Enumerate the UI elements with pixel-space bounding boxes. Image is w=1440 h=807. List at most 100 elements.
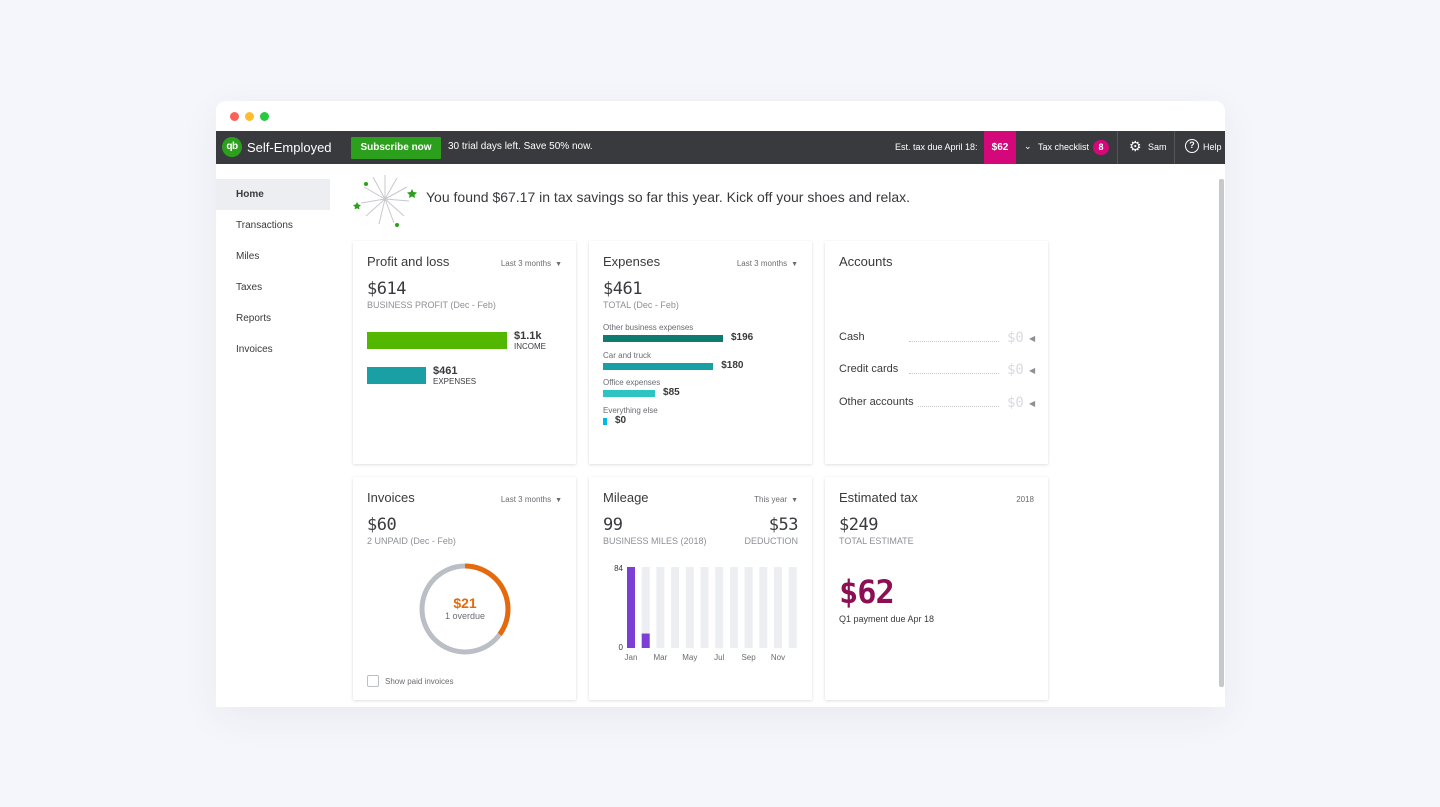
accounts-card[interactable]: Accounts Cash $0 ◀ Credit cards $0 ◀ Oth… [825,241,1048,464]
business-miles-caption: BUSINESS MILES (2018) [603,536,707,546]
help-label: Help [1203,142,1222,152]
dotted-leader [909,406,999,407]
subscribe-now-button[interactable]: Subscribe now [351,137,441,159]
maximize-window-button[interactable] [260,112,269,121]
account-row-cash[interactable]: Cash $0 ◀ [839,330,1036,347]
mileage-card[interactable]: Mileage This year ▼ 99 BUSINESS MILES (20… [589,477,812,700]
month-track-bar [656,567,665,648]
sidebar-nav: Home Transactions Miles Taxes Reports In… [216,179,330,365]
account-name: Other accounts [839,396,918,408]
card-title: Invoices [367,490,415,505]
page-scrollbar[interactable] [1219,179,1224,687]
app-window: qb Self-Employed Subscribe now 30 trial … [216,101,1225,707]
x-tick-label: Mar [654,653,668,662]
month-track-bar [641,567,650,648]
expenses-card[interactable]: Expenses Last 3 months ▼ $461 TOTAL (Dec … [589,241,812,464]
date-range-label: Last 3 months [500,495,552,504]
account-row-credit-cards[interactable]: Credit cards $0 ◀ [839,362,1036,379]
brand-name: Self-Employed [247,140,332,155]
date-range-label: Last 3 months [736,259,788,268]
total-estimated-tax: $249 [839,515,878,535]
show-paid-invoices-checkbox[interactable] [367,675,379,687]
show-paid-invoices-label: Show paid invoices [385,677,454,686]
month-track-bar [685,567,694,648]
expense-category-label: Other business expenses [603,323,694,332]
invoices-card[interactable]: Invoices Last 3 months ▼ $60 2 UNPAID (De… [353,477,576,700]
overdue-caption: 1 overdue [444,611,486,621]
estimated-tax-card[interactable]: Estimated tax 2018 $249 TOTAL ESTIMATE $… [825,477,1048,700]
expense-category-bar[interactable] [603,390,656,397]
expense-category-label: Car and truck [603,350,652,360]
income-bar[interactable] [367,332,507,349]
account-balance: $0 [1007,330,1024,346]
help-button[interactable]: ? Help [1176,131,1225,164]
y-tick-label: 84 [614,564,623,573]
expenses-bar[interactable] [367,367,426,384]
estimated-tax-amount-button[interactable]: $62 [984,131,1016,164]
sidebar-item-reports[interactable]: Reports [236,313,272,324]
tax-year-label: 2018 [1016,495,1034,504]
sidebar-item-taxes[interactable]: Taxes [236,282,263,293]
expense-category-value: $196 [731,332,754,343]
date-range-dropdown[interactable]: Last 3 months ▼ [501,259,562,268]
unpaid-invoices-amount: $60 [367,515,397,535]
caret-down-icon: ▼ [791,261,798,268]
caret-down-icon: ▼ [555,261,562,268]
date-range-dropdown[interactable]: Last 3 months ▼ [737,259,798,268]
dotted-leader [909,341,999,342]
caret-down-icon: ▼ [791,497,798,504]
chevron-down-icon: ⌄ [1024,141,1032,151]
help-icon: ? [1185,139,1199,153]
date-range-dropdown[interactable]: Last 3 months ▼ [501,495,562,504]
business-profit-caption: BUSINESS PROFIT (Dec - Feb) [367,300,496,310]
month-miles-bar[interactable] [627,567,635,648]
expense-category-value: $85 [663,387,680,398]
close-window-button[interactable] [230,112,239,121]
total-estimate-caption: TOTAL ESTIMATE [839,536,914,546]
month-track-bar [759,567,768,648]
account-balance: $0 [1007,362,1024,378]
expense-category-bar[interactable] [603,417,607,425]
card-title: Expenses [603,254,661,269]
quarterly-payment-due-note: Q1 payment due Apr 18 [839,614,935,624]
expense-category-bar[interactable] [603,335,723,342]
expense-category-label: Office expenses [603,378,661,387]
minimize-window-button[interactable] [245,112,254,121]
expense-category-bar[interactable] [603,362,714,370]
tax-checklist-count-badge: 8 [1093,140,1109,155]
account-row-other-accounts[interactable]: Other accounts $0 ◀ [839,395,1035,412]
month-miles-bar[interactable] [641,633,650,648]
account-balance: $0 [1007,395,1024,411]
business-miles-value: 99 [603,515,623,535]
trial-notice: 30 trial days left. Save 50% now. [448,141,593,152]
tax-checklist-label: Tax checklist [1038,142,1090,152]
account-name: Cash [839,331,869,343]
caret-left-icon: ◀ [1029,366,1036,375]
month-track-bar [729,567,738,648]
total-expenses-caption: TOTAL (Dec - Feb) [603,300,679,310]
date-range-dropdown[interactable]: This year ▼ [754,495,798,504]
top-navigation-bar: qb Self-Employed Subscribe now 30 trial … [216,131,1225,164]
overdue-arc[interactable] [419,563,511,655]
invoice-status-donut[interactable] [417,561,513,657]
expense-category-value: $180 [721,359,744,371]
date-range-label: Last 3 months [500,259,552,268]
user-menu-button[interactable]: ⚙ Sam [1119,131,1175,164]
tax-checklist-button[interactable]: ⌄ Tax checklist 8 [1016,131,1118,164]
card-title: Profit and loss [367,254,450,269]
tax-savings-message: You found $67.17 in tax savings so far t… [426,189,911,205]
card-title: Mileage [603,490,649,505]
mileage-deduction-caption: DEDUCTION [744,536,799,546]
sidebar-item-transactions[interactable]: Transactions [236,220,293,231]
x-tick-label: Nov [771,653,785,662]
x-tick-label: Jul [714,653,724,662]
caret-left-icon: ◀ [1029,334,1036,343]
profit-loss-card[interactable]: Profit and loss Last 3 months ▼ $614 BUSI… [353,241,576,464]
income-caption: INCOME [514,342,546,351]
date-range-label: This year [754,495,788,504]
sidebar-item-invoices[interactable]: Invoices [236,344,273,355]
sidebar-item-home[interactable]: Home [216,179,330,210]
sidebar-item-miles[interactable]: Miles [236,251,260,262]
gear-icon: ⚙ [1129,138,1142,154]
